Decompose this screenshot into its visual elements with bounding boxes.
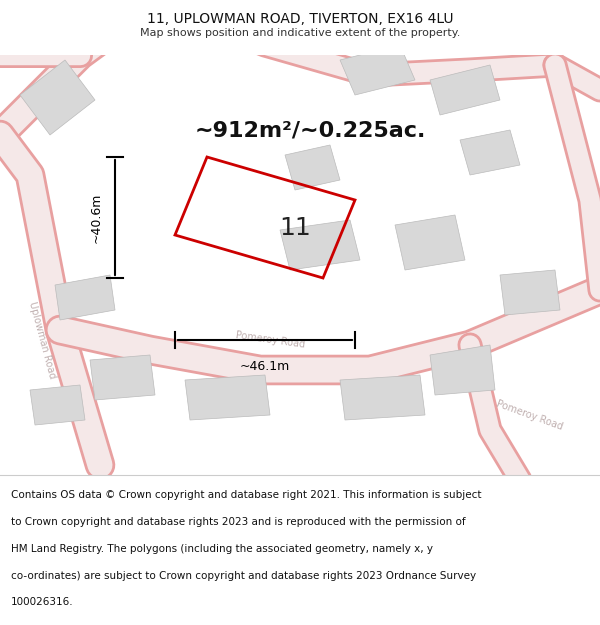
Polygon shape [430, 65, 500, 115]
Text: Contains OS data © Crown copyright and database right 2021. This information is : Contains OS data © Crown copyright and d… [11, 490, 481, 500]
Polygon shape [185, 375, 270, 420]
Polygon shape [460, 130, 520, 175]
Text: HM Land Registry. The polygons (including the associated geometry, namely x, y: HM Land Registry. The polygons (includin… [11, 544, 433, 554]
Polygon shape [340, 45, 415, 95]
Text: ~46.1m: ~46.1m [240, 360, 290, 373]
Text: to Crown copyright and database rights 2023 and is reproduced with the permissio: to Crown copyright and database rights 2… [11, 517, 466, 527]
Text: 11, UPLOWMAN ROAD, TIVERTON, EX16 4LU: 11, UPLOWMAN ROAD, TIVERTON, EX16 4LU [147, 12, 453, 26]
Polygon shape [55, 275, 115, 320]
Polygon shape [395, 215, 465, 270]
Text: Map shows position and indicative extent of the property.: Map shows position and indicative extent… [140, 29, 460, 39]
Polygon shape [30, 385, 85, 425]
Text: Pomeroy Road: Pomeroy Road [496, 398, 565, 432]
Text: ~912m²/~0.225ac.: ~912m²/~0.225ac. [195, 120, 427, 140]
Polygon shape [430, 345, 495, 395]
Polygon shape [280, 220, 360, 270]
Text: co-ordinates) are subject to Crown copyright and database rights 2023 Ordnance S: co-ordinates) are subject to Crown copyr… [11, 571, 476, 581]
Polygon shape [500, 270, 560, 315]
Text: ~40.6m: ~40.6m [90, 192, 103, 242]
Text: 100026316.: 100026316. [11, 598, 73, 608]
Polygon shape [285, 145, 340, 190]
Polygon shape [90, 355, 155, 400]
Text: Pomeroy Road: Pomeroy Road [235, 330, 305, 350]
Polygon shape [340, 375, 425, 420]
Text: Uplowman Road: Uplowman Road [27, 301, 57, 379]
Polygon shape [20, 60, 95, 135]
Text: 11: 11 [279, 216, 311, 240]
